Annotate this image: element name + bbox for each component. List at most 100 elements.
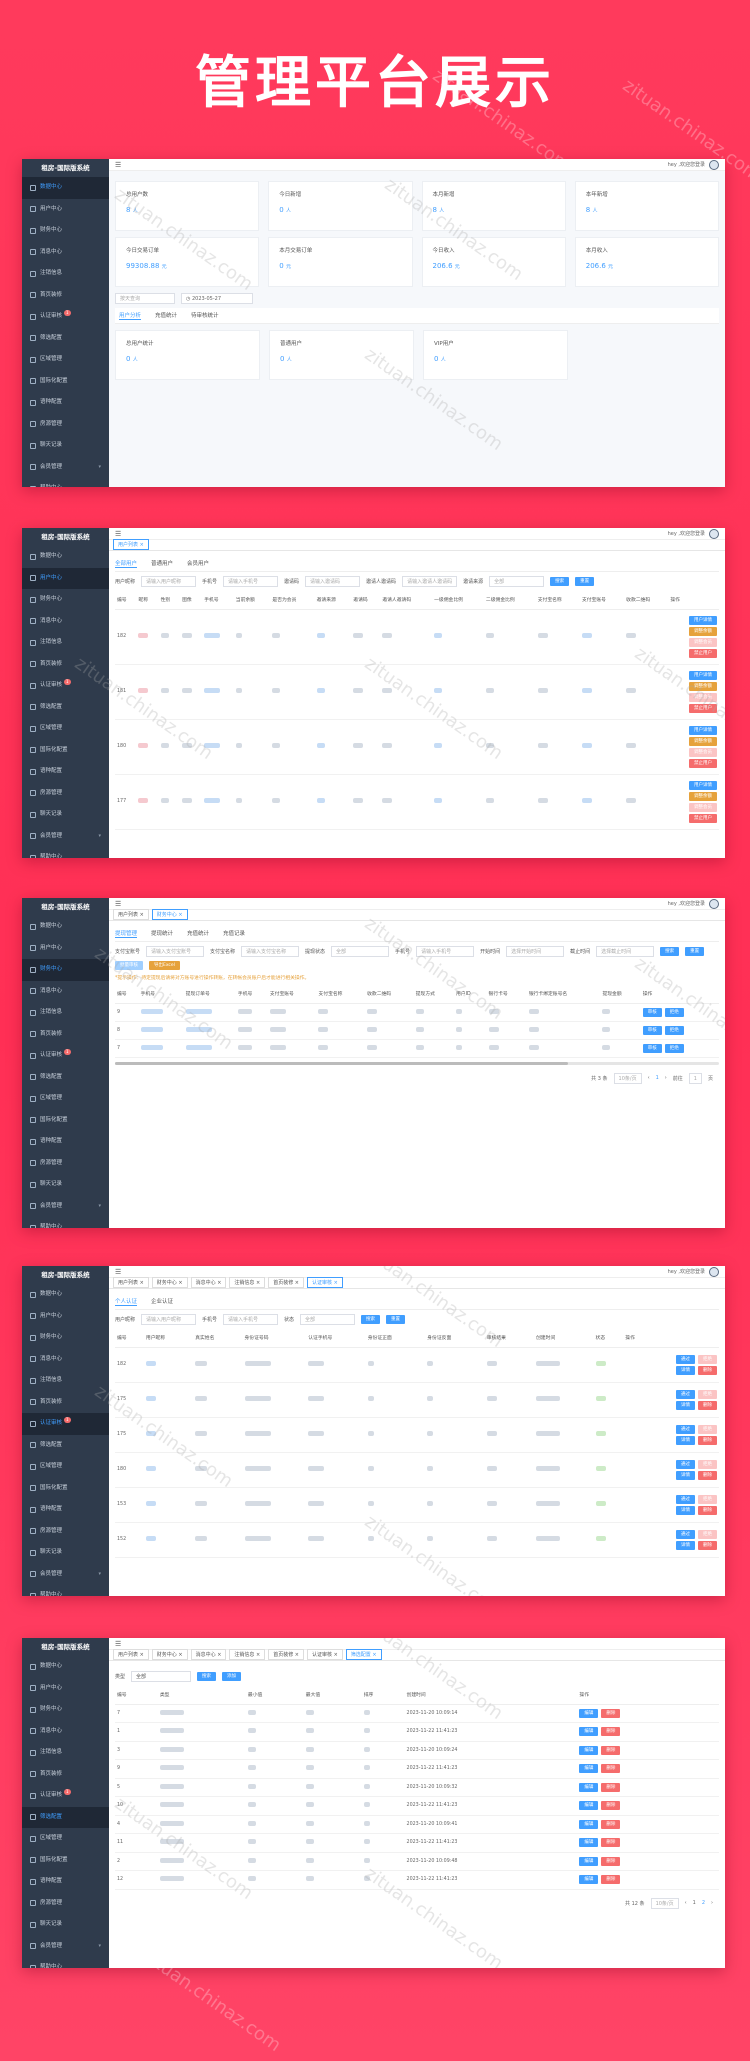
delete-button[interactable]: 删除 xyxy=(601,1745,621,1755)
reset-button[interactable]: 重置 xyxy=(575,577,595,586)
sidebar-item[interactable]: 筛选配置 xyxy=(22,1806,109,1828)
edit-button[interactable]: 编辑 xyxy=(579,1764,599,1774)
delete-button[interactable]: 删除 xyxy=(601,1708,621,1718)
menu-toggle-icon[interactable]: ☰ xyxy=(115,899,122,908)
tab-finance[interactable]: 财务中心 × xyxy=(151,909,188,920)
avatar[interactable] xyxy=(709,1266,719,1277)
tab-filter[interactable]: 筛选配置 × xyxy=(345,1649,382,1660)
sidebar-item[interactable]: 聊天记录 xyxy=(22,1542,109,1564)
sidebar-item[interactable]: 房源管理 xyxy=(22,783,109,805)
sidebar-item[interactable]: 财务中心 xyxy=(22,589,109,611)
sidebar-item[interactable]: 房源管理 xyxy=(22,1893,109,1915)
delete-button[interactable]: 删除 xyxy=(601,1727,621,1737)
sidebar-item[interactable]: 消息中心 xyxy=(22,611,109,633)
edit-button[interactable]: 编辑 xyxy=(579,1782,599,1792)
reject-button[interactable]: 拒绝 xyxy=(698,1424,717,1434)
row-action-button[interactable]: 用户详情 xyxy=(689,780,717,790)
row-action-button[interactable]: 禁止用户 xyxy=(689,703,717,713)
filter-input[interactable]: 请输入手机号 xyxy=(416,946,475,957)
tab-home[interactable]: 首页装修 × xyxy=(268,1277,304,1288)
reject-button[interactable]: 拒绝 xyxy=(698,1459,717,1469)
tab-auth[interactable]: 认证审核 × xyxy=(306,1649,343,1660)
row-action-button[interactable]: 审核 xyxy=(642,1043,662,1053)
filter-input[interactable]: 选择截止时间 xyxy=(596,946,655,957)
row-action-button[interactable]: 调整会员 xyxy=(689,637,717,647)
row-action-button[interactable]: 审核 xyxy=(642,1007,662,1017)
subtab[interactable]: 提现管理 xyxy=(115,931,138,938)
tab-user-list[interactable]: 用户列表 × xyxy=(113,539,149,550)
edit-button[interactable]: 编辑 xyxy=(579,1819,599,1829)
sidebar-item[interactable]: 国际化配置 xyxy=(22,740,109,762)
sidebar-item[interactable]: 首页装修 xyxy=(22,1764,109,1786)
filter-input[interactable]: 请输入手机号 xyxy=(223,1314,279,1325)
detail-button[interactable]: 详情 xyxy=(676,1435,695,1445)
avatar[interactable] xyxy=(709,898,719,909)
sidebar-item[interactable]: 注销信息 xyxy=(22,1370,109,1392)
delete-button[interactable]: 删除 xyxy=(698,1505,717,1515)
sidebar-item[interactable]: 会员管理 ▾ xyxy=(22,1564,109,1586)
sidebar-item[interactable]: 帮助中心 xyxy=(22,1585,109,1596)
sidebar-item[interactable]: 用户中心 xyxy=(22,1678,109,1700)
page-size-select[interactable]: 10条/页 xyxy=(650,1897,679,1909)
filter-input[interactable]: 选择开始时间 xyxy=(506,946,565,957)
sidebar-item[interactable]: 数据中心 xyxy=(22,916,109,938)
reset-button[interactable]: 重置 xyxy=(386,1315,406,1324)
row-action-button[interactable]: 调整余额 xyxy=(689,626,717,636)
next-page-icon[interactable]: › xyxy=(664,1075,667,1081)
row-action-button[interactable]: 用户详情 xyxy=(689,725,717,735)
sidebar-item[interactable]: 区域管理 xyxy=(22,349,109,371)
detail-button[interactable]: 详情 xyxy=(676,1505,695,1515)
approve-button[interactable]: 通过 xyxy=(676,1354,695,1364)
menu-toggle-icon[interactable]: ☰ xyxy=(115,160,122,169)
sidebar-item[interactable]: 筛选配置 xyxy=(22,328,109,350)
sidebar-item[interactable]: 语种配置 xyxy=(22,1871,109,1893)
delete-button[interactable]: 删除 xyxy=(601,1856,621,1866)
delete-button[interactable]: 删除 xyxy=(601,1875,621,1885)
sidebar-item[interactable]: 帮助中心 xyxy=(22,847,109,858)
sidebar-item[interactable]: 国际化配置 xyxy=(22,1110,109,1132)
tab-message[interactable]: 消息中心 × xyxy=(190,1649,227,1660)
date-picker[interactable]: ◷ 2023-05-27 xyxy=(181,293,253,304)
row-action-button[interactable]: 调整会员 xyxy=(689,692,717,702)
delete-button[interactable]: 删除 xyxy=(698,1435,717,1445)
sidebar-item[interactable]: 聊天记录 xyxy=(22,435,109,457)
sidebar-item[interactable]: 会员管理 ▾ xyxy=(22,1936,109,1958)
row-action-button[interactable]: 调整会员 xyxy=(689,747,717,757)
tab-user-list[interactable]: 用户列表 × xyxy=(113,1277,149,1288)
detail-button[interactable]: 详情 xyxy=(676,1470,695,1480)
approve-button[interactable]: 通过 xyxy=(676,1459,695,1469)
row-action-button[interactable]: 调整会员 xyxy=(689,802,717,812)
period-select[interactable]: 按天查询 xyxy=(115,293,175,304)
sidebar-item[interactable]: 国际化配置 xyxy=(22,371,109,393)
action-button[interactable]: 导出Excel xyxy=(149,961,180,970)
row-action-button[interactable]: 用户详情 xyxy=(689,615,717,625)
approve-button[interactable]: 通过 xyxy=(676,1389,695,1399)
row-action-button[interactable]: 禁止用户 xyxy=(689,758,717,768)
add-button[interactable]: 添加 xyxy=(222,1672,242,1681)
next-page-icon[interactable]: › xyxy=(711,1900,713,1906)
sidebar-item[interactable]: 用户中心 xyxy=(22,1306,109,1328)
sidebar-item[interactable]: 帮助中心 xyxy=(22,1957,109,1968)
edit-button[interactable]: 编辑 xyxy=(579,1727,599,1737)
sidebar-item[interactable]: 首页装修 xyxy=(22,1392,109,1414)
filter-input[interactable]: 请输入用户昵称 xyxy=(141,1314,197,1325)
sidebar-item[interactable]: 区域管理 xyxy=(22,1088,109,1110)
sidebar-item[interactable]: 认证审核 1 xyxy=(22,675,109,697)
tab-home[interactable]: 首页装修 × xyxy=(268,1649,304,1660)
sidebar-item[interactable]: 注销信息 xyxy=(22,263,109,285)
filter-input[interactable]: 全部 xyxy=(331,946,390,957)
sidebar-item[interactable]: 帮助中心 xyxy=(22,478,109,487)
sidebar-item[interactable]: 用户中心 xyxy=(22,199,109,221)
row-action-button[interactable]: 审核 xyxy=(642,1025,662,1035)
search-button[interactable]: 搜索 xyxy=(550,577,570,586)
action-button[interactable]: 搜索 xyxy=(660,947,680,956)
subtab[interactable]: 提现统计 xyxy=(151,931,174,937)
sidebar-item[interactable]: 聊天记录 xyxy=(22,804,109,826)
sidebar-item[interactable]: 筛选配置 xyxy=(22,1067,109,1089)
sidebar-item[interactable]: 注销信息 xyxy=(22,1742,109,1764)
edit-button[interactable]: 编辑 xyxy=(579,1801,599,1811)
tab-finance[interactable]: 财务中心 × xyxy=(151,1277,188,1288)
sidebar-item[interactable]: 注销信息 xyxy=(22,632,109,654)
row-action-button[interactable]: 拒绝 xyxy=(664,1007,684,1017)
sidebar-item[interactable]: 区域管理 xyxy=(22,718,109,740)
